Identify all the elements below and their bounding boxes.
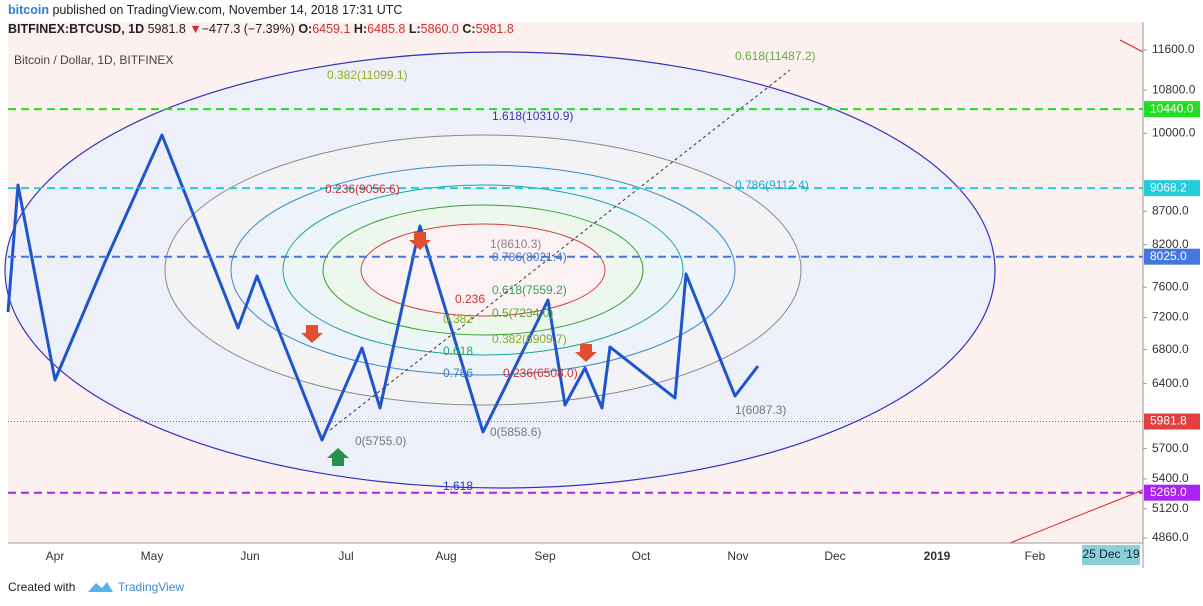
price-tick-label: 10800.0 xyxy=(1152,82,1196,96)
time-label: Nov xyxy=(727,549,748,563)
cursor-date: 25 Dec '19 xyxy=(1083,547,1140,561)
price-tag-label: 9068.2 xyxy=(1150,180,1187,194)
fib-label: 1.618(10310.9) xyxy=(492,109,573,123)
fib-label: 0.786(9112.4) xyxy=(735,178,809,192)
price-tick-label: 7200.0 xyxy=(1152,310,1189,324)
logo xyxy=(88,582,113,592)
fib-label: 0.236 xyxy=(455,292,485,306)
fib-label: 0.382(11099.1) xyxy=(327,68,408,82)
price-tag-label: 5981.8 xyxy=(1150,414,1187,428)
fib-label: 0.618 xyxy=(443,344,473,358)
fib-label: 1(8610.3) xyxy=(490,237,541,251)
price-tag-label: 10440.0 xyxy=(1150,101,1194,115)
up-arrow xyxy=(327,448,349,466)
price-tag-label: 8025.0 xyxy=(1150,249,1187,263)
price-tick-label: 10000.0 xyxy=(1152,125,1196,139)
fib-label: 0.786 xyxy=(443,366,473,380)
fib-label: 1(6087.3) xyxy=(735,403,786,417)
header-line: bitcoin published on TradingView.com, No… xyxy=(8,3,402,17)
legend: Bitcoin / Dollar, 1D, BITFINEX xyxy=(14,53,173,67)
levels xyxy=(8,108,1143,494)
fib-label: 0(5858.6) xyxy=(490,425,541,439)
price-tick-label: 4860.0 xyxy=(1152,530,1189,544)
trend-line xyxy=(329,69,791,431)
fib-label: 0.786(8021.4) xyxy=(492,250,567,264)
time-label: Aug xyxy=(435,549,456,563)
price-tick-label: 7600.0 xyxy=(1152,279,1189,293)
price-tick-label: 8700.0 xyxy=(1152,204,1189,218)
fib-label: 0.236(9056.6) xyxy=(325,182,400,196)
down-arrow xyxy=(301,325,323,343)
fib-label: 1.618 xyxy=(443,479,473,493)
price-tick-label: 5700.0 xyxy=(1152,441,1189,455)
cursor-date-box xyxy=(1082,545,1140,565)
price-tag xyxy=(1144,101,1200,118)
red-arc xyxy=(1119,39,1144,53)
price-tick-label: 11600.0 xyxy=(1152,42,1195,56)
zigzag xyxy=(6,133,760,442)
price-tag xyxy=(1144,484,1200,501)
time-label: Apr xyxy=(46,549,65,563)
time-label: May xyxy=(141,549,164,563)
down-arrow xyxy=(409,232,431,250)
price-tag-label: 5269.0 xyxy=(1150,485,1187,499)
time-label: Oct xyxy=(632,549,651,563)
red-arc xyxy=(1009,489,1144,544)
price-tick-label: 8200.0 xyxy=(1152,237,1189,251)
time-label: Sep xyxy=(534,549,556,563)
time-label: 2019 xyxy=(924,549,951,563)
price-tag xyxy=(1144,413,1200,430)
down-arrow xyxy=(575,344,597,362)
price-tick-label: 5120.0 xyxy=(1152,501,1189,515)
fib-label: 0.382 xyxy=(443,312,473,326)
price-tag xyxy=(1144,180,1200,197)
time-label: Dec xyxy=(824,549,845,563)
fib-label: 0.382(6909.7) xyxy=(492,332,567,346)
footer-text: Created with xyxy=(8,580,75,594)
fib-label: 0.5(7234.0) xyxy=(492,306,553,320)
time-label: Jun xyxy=(240,549,259,563)
time-axis: Apr May Jun Jul Aug Sep Oct Nov Dec 2019 Feb xyxy=(46,549,1046,563)
price-tag xyxy=(1144,248,1200,265)
price-tick-label: 5400.0 xyxy=(1152,471,1189,485)
header-ohlc: BITFINEX:BTCUSD, 1D 5981.8 ▼−477.3 (−7.3… xyxy=(8,22,514,36)
price-tick-label: 6400.0 xyxy=(1152,376,1189,390)
annotations: 0.618(11487.2) 0.382(11099.1) 1.618(10310.… xyxy=(325,49,816,493)
time-label: Jul xyxy=(338,549,353,563)
time-label: Feb xyxy=(1025,549,1046,563)
fib-label: 0.618(7559.2) xyxy=(492,283,567,297)
fib-label: 0(5755.0) xyxy=(355,434,406,448)
fib-label: 0.236(6508.0) xyxy=(503,366,578,380)
footer-brand: TradingView xyxy=(118,580,184,594)
price-tick-label: 6800.0 xyxy=(1152,342,1189,356)
fib-label: 0.618(11487.2) xyxy=(735,49,816,63)
